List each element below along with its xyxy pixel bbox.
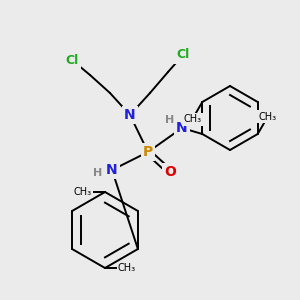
Text: O: O (164, 165, 176, 179)
Text: CH₃: CH₃ (118, 263, 136, 273)
Text: N: N (106, 163, 118, 177)
Text: H: H (93, 168, 103, 178)
Text: Cl: Cl (65, 53, 79, 67)
Text: CH₃: CH₃ (183, 114, 201, 124)
Text: Cl: Cl (176, 49, 190, 62)
Text: N: N (176, 121, 188, 135)
Text: P: P (143, 145, 153, 159)
Text: CH₃: CH₃ (74, 187, 92, 197)
Text: H: H (165, 115, 175, 125)
Text: CH₃: CH₃ (259, 112, 277, 122)
Text: N: N (124, 108, 136, 122)
